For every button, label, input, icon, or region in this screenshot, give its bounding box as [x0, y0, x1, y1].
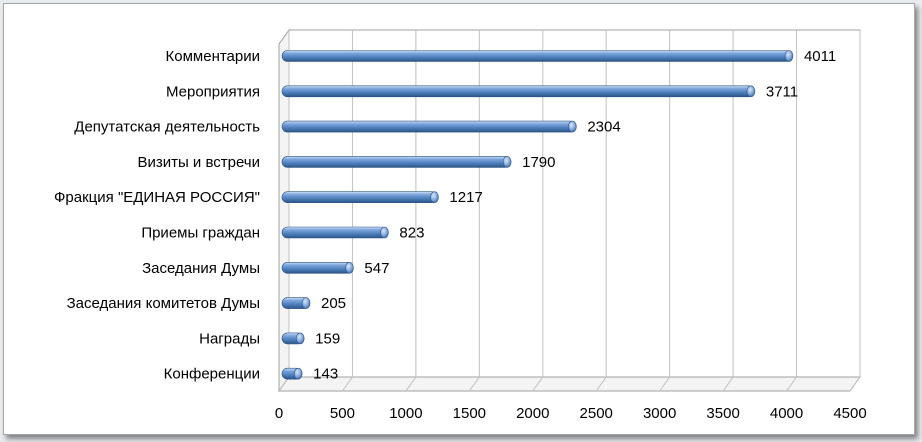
- bar-cap: [746, 85, 756, 98]
- x-tick-label: 3500: [706, 405, 739, 422]
- bar-cap: [293, 367, 303, 380]
- gridline-floor: [849, 376, 861, 392]
- bar-cap: [568, 120, 577, 133]
- x-tick-label: 3000: [643, 405, 676, 422]
- x-tick-label: 1000: [389, 405, 422, 422]
- x-tick-label: 2000: [516, 405, 549, 422]
- data-label: 1217: [449, 189, 482, 206]
- bar: [281, 156, 511, 168]
- data-label: 159: [315, 330, 340, 347]
- data-label: 1790: [522, 154, 555, 171]
- gridline-floor: [468, 376, 480, 392]
- x-tick-label: 2500: [580, 405, 613, 422]
- bar-cap: [345, 261, 354, 274]
- gridline-floor: [342, 376, 353, 392]
- category-label: Заседания комитетов Думы: [67, 295, 260, 312]
- bar: [281, 226, 388, 239]
- x-tick-label: 1500: [453, 405, 486, 422]
- bar-cap: [295, 332, 305, 345]
- gridline-floor: [595, 376, 607, 392]
- gridline-floor: [786, 376, 797, 392]
- bar-cap: [502, 156, 512, 168]
- data-label: 2304: [587, 119, 620, 136]
- gridline-floor: [405, 376, 417, 392]
- category-label: Мероприятия: [166, 83, 260, 100]
- category-label: Фракция "ЕДИНАЯ РОССИЯ": [54, 189, 260, 206]
- data-label: 3711: [766, 83, 798, 100]
- category-label: Визиты и встречи: [137, 154, 260, 171]
- data-label: 547: [364, 260, 389, 277]
- x-tick-label: 0: [275, 405, 283, 422]
- x-tick-label: 500: [330, 405, 355, 422]
- data-label: 143: [313, 366, 338, 383]
- x-tick-label: 4000: [770, 405, 803, 422]
- gridline-floor: [722, 376, 734, 392]
- data-label: 205: [321, 295, 346, 312]
- bar: [281, 191, 438, 203]
- category-label: Приемы граждан: [141, 225, 260, 242]
- bar-cap: [784, 50, 794, 62]
- category-label: Конференции: [164, 366, 260, 383]
- bar-chart: 0 500 1000 1500 2000 2500 3000 3500 4000 4500 Комм…: [54, 28, 867, 422]
- data-label: 823: [399, 225, 424, 242]
- bar: [281, 120, 576, 133]
- gridline-floor: [532, 376, 544, 392]
- floor: [278, 376, 861, 392]
- bar-cap: [430, 191, 439, 203]
- x-tick-label: 4500: [833, 405, 866, 422]
- chart-frame: 0 500 1000 1500 2000 2500 3000 3500 4000 4500 Комм…: [3, 3, 915, 435]
- data-label: 4011: [804, 48, 836, 65]
- bar-cap: [380, 226, 389, 239]
- back-wall: [288, 29, 861, 378]
- bar: [281, 50, 793, 62]
- category-label: Награды: [199, 330, 260, 347]
- bar: [281, 85, 755, 98]
- category-label: Депутатская деятельность: [74, 119, 260, 136]
- bar-cap: [301, 297, 311, 309]
- bar: [281, 261, 353, 274]
- category-label: Комментарии: [166, 48, 260, 65]
- category-label: Заседания Думы: [142, 260, 260, 277]
- plot-area: 0 500 1000 1500 2000 2500 3000 3500 4000 4500 Комм…: [54, 28, 867, 422]
- gridline-floor: [659, 376, 671, 392]
